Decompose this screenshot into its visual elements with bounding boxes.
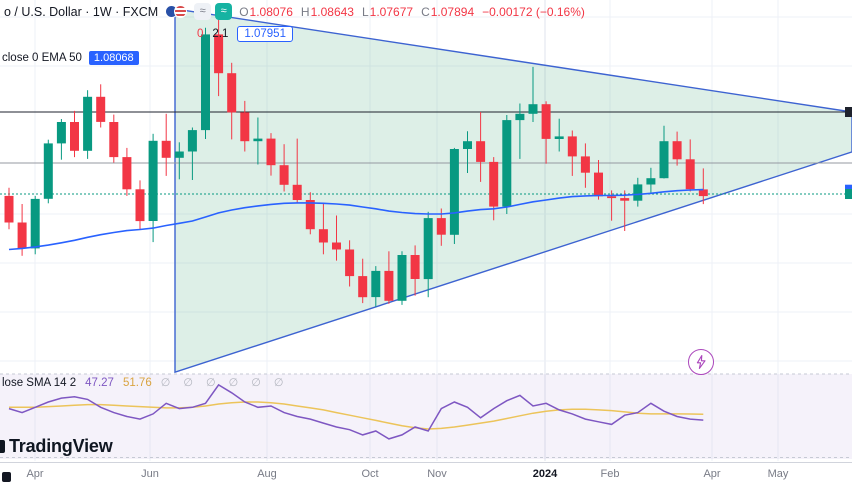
rsi-band: [0, 374, 852, 459]
usd-flag-icon: [174, 5, 188, 18]
ema-legend[interactable]: close 0 EMA 50 1.08068: [2, 51, 139, 65]
axis-label: Aug: [257, 468, 277, 480]
drawing-value-2: 2.1: [212, 28, 229, 40]
open-label: O: [239, 4, 249, 19]
rsi-sma-line[interactable]: [9, 401, 704, 430]
rsi-legend-text: lose SMA 14 2: [2, 376, 77, 389]
close-label: C: [421, 4, 430, 19]
axis-label: Jun: [141, 468, 159, 480]
rsi-sma-value: 51.76: [122, 376, 152, 389]
rsi-legend[interactable]: lose SMA 14 2 47.27 51.76 ∅ ∅ ∅ ∅ ∅ ∅: [2, 376, 289, 390]
candles-layer[interactable]: [4, 16, 708, 307]
close-value: 1.07894: [430, 4, 475, 19]
price-tag[interactable]: [845, 107, 852, 117]
triangle-pattern[interactable]: [174, 8, 852, 374]
symbol-title[interactable]: o / U.S. Dollar · 1W · FXCM: [4, 4, 159, 19]
tradingview-logo-mark: [0, 440, 5, 453]
tradingview-logo[interactable]: TradingView: [9, 436, 113, 456]
axis-label: Apr: [26, 468, 44, 480]
corner-toggle[interactable]: [2, 472, 11, 482]
low-value: 1.07677: [369, 4, 414, 19]
empty-set-placeholders: ∅ ∅ ∅ ∅ ∅ ∅: [160, 377, 289, 389]
chart-canvas[interactable]: [0, 0, 852, 461]
drawing-value-1: 0: [197, 28, 204, 40]
wave-chip-teal-icon[interactable]: ≈: [215, 3, 233, 20]
price-tag[interactable]: [845, 189, 852, 199]
ohlc-values: O 1.08076 H 1.08643 L 1.07677 C 1.07894 −0.0…: [239, 5, 585, 19]
lightning-button[interactable]: [688, 349, 714, 375]
change-value: −0.00172 (−0.16%): [482, 4, 585, 19]
axis-label: May: [767, 468, 789, 480]
drawing-price-box[interactable]: 1.07951: [237, 26, 293, 42]
symbol-legend: o / U.S. Dollar · 1W · FXCM ≈ ≈ O 1.08076…: [4, 3, 585, 20]
axis-label: 2024: [532, 468, 558, 480]
high-value: 1.08643: [310, 4, 354, 19]
axis-label: Nov: [427, 468, 447, 480]
ema-value-tag: 1.08068: [88, 51, 139, 65]
low-label: L: [361, 4, 369, 19]
drawing-legend: 0 2.1 1.07951: [197, 26, 293, 42]
open-value: 1.08076: [249, 4, 293, 19]
axis-label: Oct: [361, 468, 379, 480]
currency-flags: [165, 5, 188, 18]
high-label: H: [300, 4, 310, 19]
rsi-line[interactable]: [8, 383, 704, 440]
ema50-line[interactable]: [8, 188, 704, 251]
wave-chip-gray-icon[interactable]: ≈: [194, 3, 212, 20]
ema-legend-text: close 0 EMA 50: [2, 52, 82, 64]
time-axis[interactable]: Apr Jun Aug Oct Nov 2024 Feb Apr May: [0, 462, 852, 485]
axis-label: Apr: [703, 468, 721, 480]
axis-label: Feb: [600, 468, 620, 480]
rsi-value: 47.27: [85, 376, 114, 389]
lightning-icon: [696, 355, 706, 369]
